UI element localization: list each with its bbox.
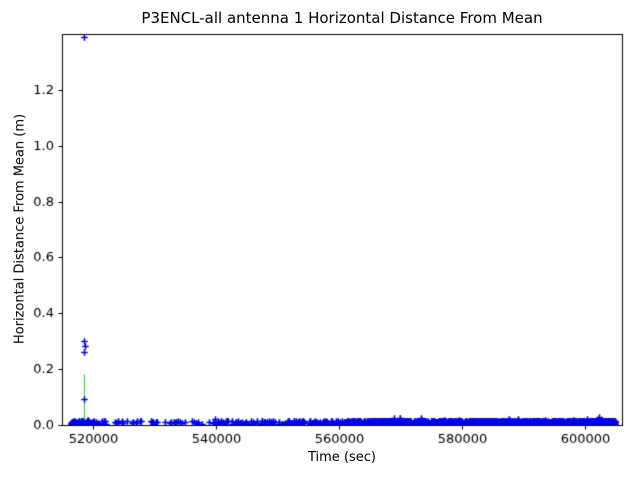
chart-title: P3ENCL-all antenna 1 Horizontal Distance… bbox=[141, 9, 543, 27]
x-axis-label: Time (sec) bbox=[307, 450, 377, 465]
y-axis-label: Horizontal Distance From Mean (m) bbox=[12, 113, 28, 345]
